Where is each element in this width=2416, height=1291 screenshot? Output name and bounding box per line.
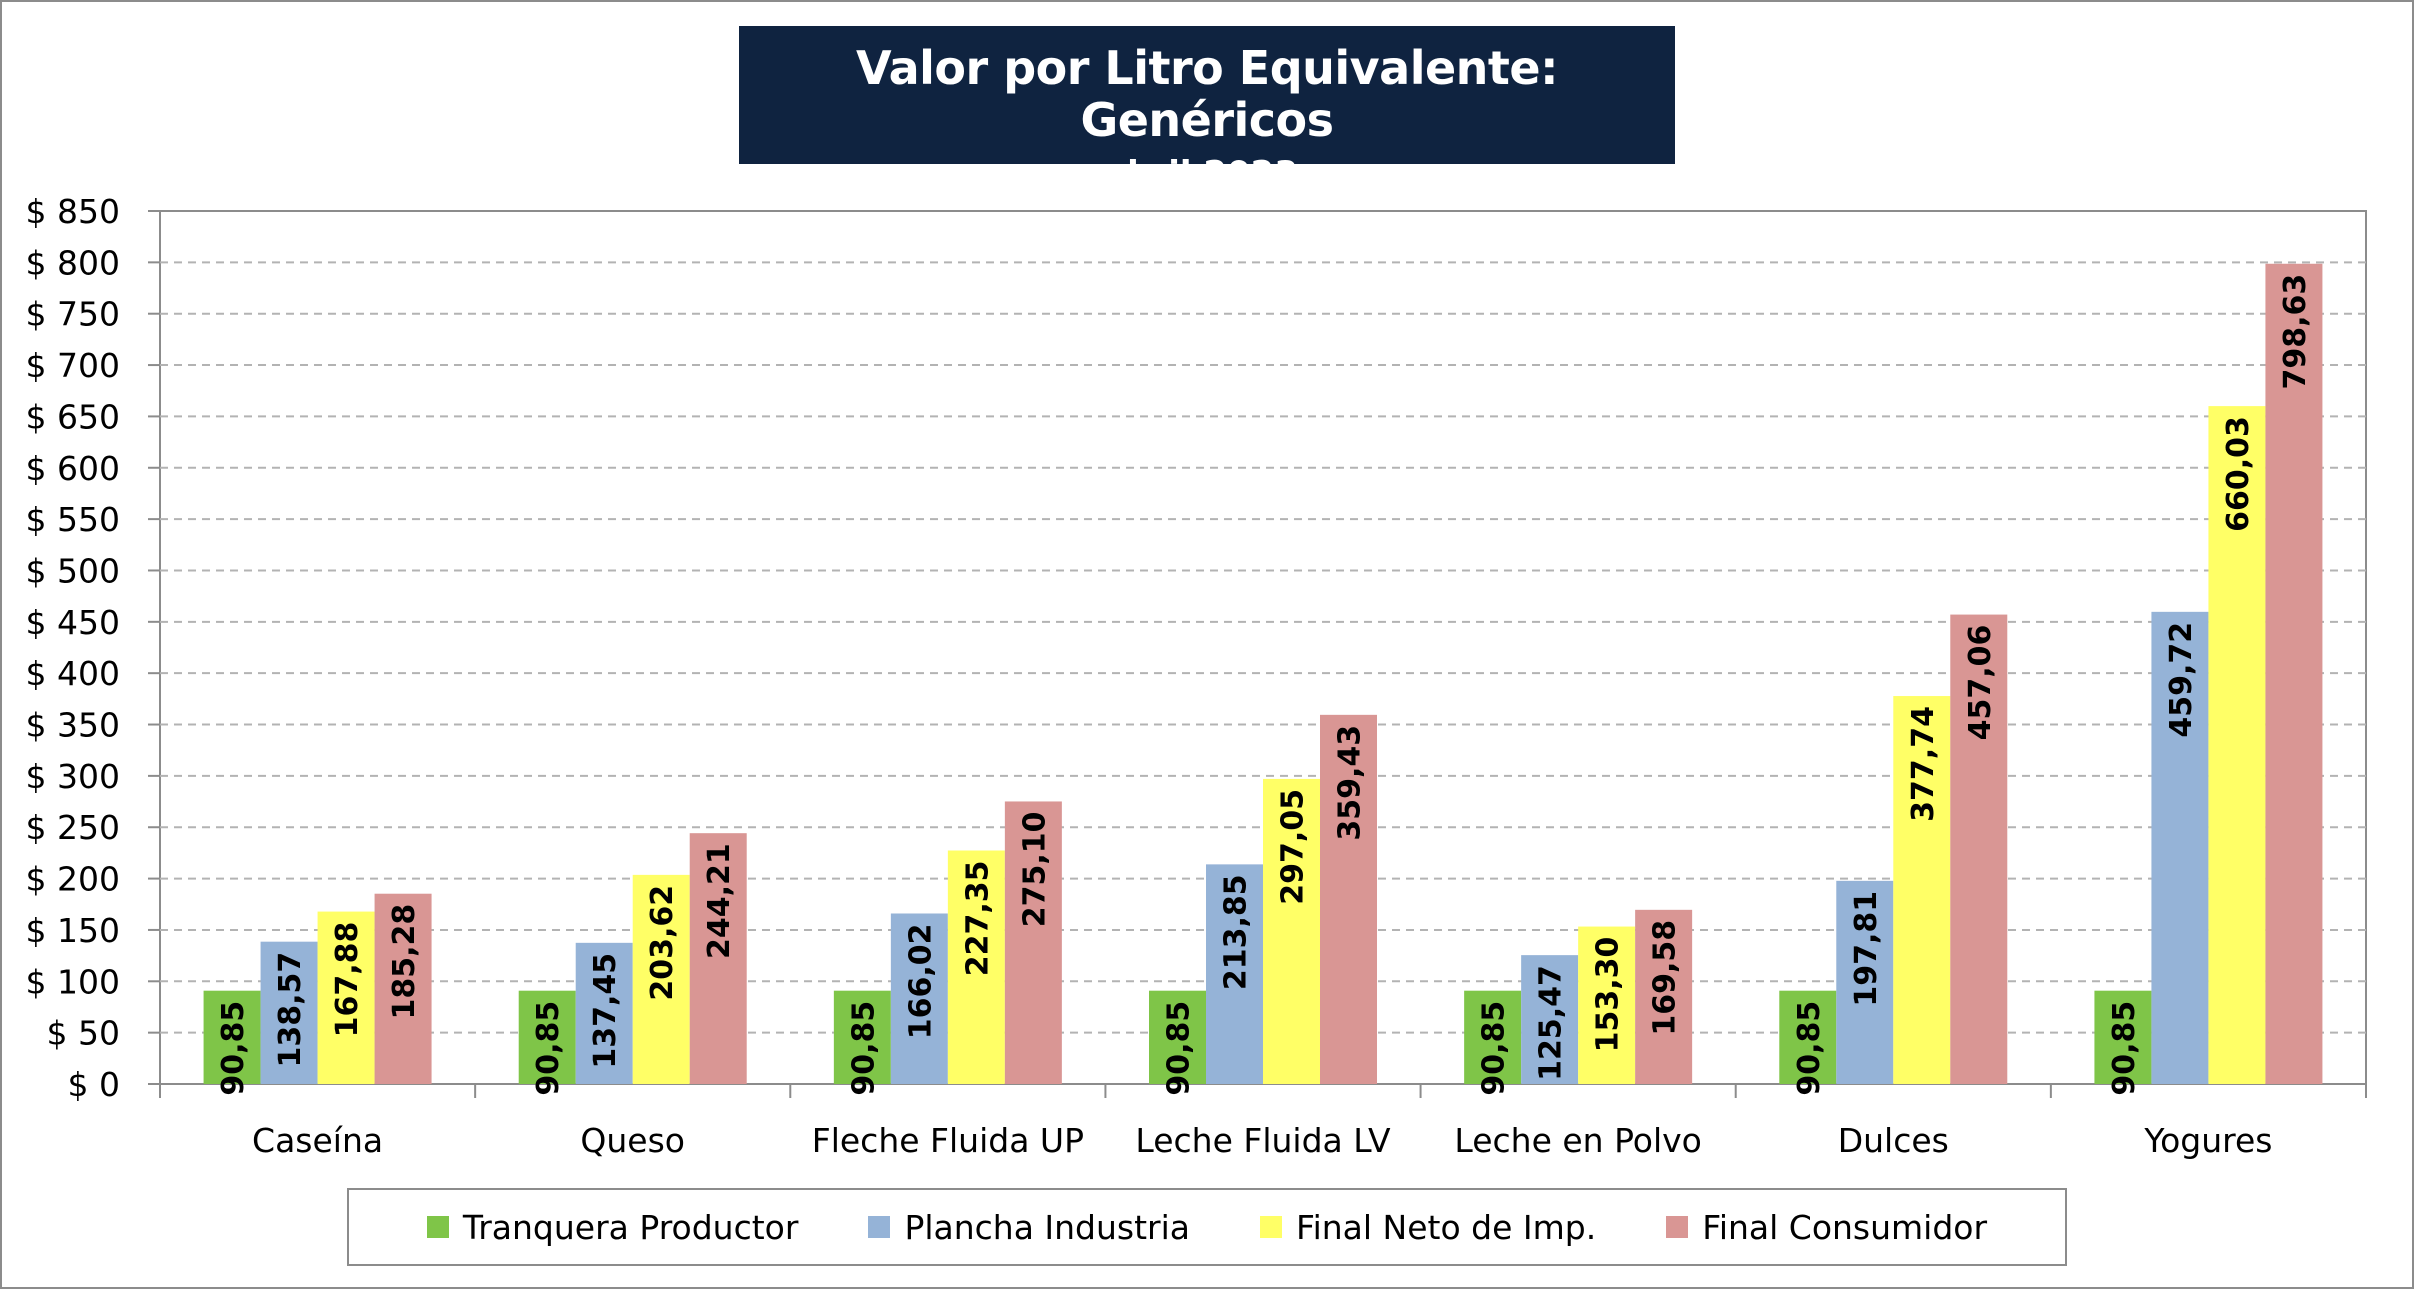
data-label: 90,85	[531, 1001, 566, 1096]
data-label: 125,47	[1534, 965, 1569, 1081]
bar	[1521, 955, 1579, 1084]
y-tick-label: $ 200	[26, 860, 120, 899]
bar	[374, 893, 432, 1084]
data-label: 798,63	[2278, 274, 2313, 390]
bar	[947, 850, 1005, 1084]
data-label: 90,85	[2107, 1001, 2142, 1096]
legend-label: Tranquera Productor	[462, 1207, 799, 1247]
bar	[260, 941, 318, 1084]
y-tick-label: $ 450	[26, 603, 120, 642]
legend-item: Tranquera Productor	[426, 1207, 799, 1247]
bar	[1320, 714, 1377, 1084]
bar	[1149, 990, 1206, 1084]
legend-swatch	[426, 1216, 449, 1238]
data-label: 203,62	[645, 885, 680, 1001]
x-tick-label: Queso	[580, 1121, 685, 1160]
legend-item: Final Neto de Imp.	[1260, 1208, 1596, 1247]
y-tick-label: $ 150	[26, 911, 120, 950]
bar	[890, 913, 948, 1084]
data-label: 138,57	[273, 952, 308, 1068]
data-label: 153,30	[1591, 937, 1626, 1053]
data-label: 90,85	[846, 1001, 881, 1096]
y-tick-label: $ 850	[26, 192, 120, 231]
x-tick-label: Leche en Polvo	[1454, 1121, 1701, 1160]
data-label: 275,10	[1017, 811, 1052, 927]
y-tick-label: $ 700	[26, 346, 120, 385]
chart-title: Valor por Litro Equivalente: Genéricos	[856, 41, 1559, 147]
chart-subtitle: -abril 2023 -	[1090, 154, 1324, 194]
bar	[1206, 864, 1263, 1084]
data-label: 197,81	[1849, 891, 1884, 1007]
x-tick-label: Fleche Fluida UP	[812, 1121, 1084, 1160]
y-tick-label: $ 400	[26, 654, 120, 693]
bar	[2265, 263, 2323, 1084]
x-tick-label: Caseína	[252, 1121, 383, 1160]
data-label: 185,28	[387, 904, 422, 1020]
data-label: 213,85	[1219, 874, 1254, 990]
legend-label: Plancha Industria	[904, 1207, 1191, 1247]
data-label: 90,85	[1477, 1001, 1512, 1096]
legend-swatch	[1260, 1216, 1283, 1238]
bar	[518, 990, 576, 1084]
y-tick-label: $ 650	[26, 397, 120, 436]
bar	[1263, 778, 1320, 1084]
legend-swatch	[868, 1216, 891, 1238]
data-label: 459,72	[2164, 622, 2199, 738]
bar	[689, 833, 747, 1084]
bar	[317, 911, 375, 1084]
y-tick-label: $ 300	[26, 757, 120, 796]
legend-item: Final Consumidor	[1666, 1208, 1987, 1247]
y-tick-label: $ 250	[26, 808, 120, 847]
data-label: 227,35	[960, 860, 995, 976]
bar	[1893, 696, 1951, 1084]
bar	[833, 990, 891, 1084]
data-label: 137,45	[588, 953, 623, 1069]
y-tick-label: $ 50	[47, 1014, 120, 1053]
data-label: 297,05	[1276, 789, 1311, 905]
y-tick-label: $ 750	[26, 295, 120, 334]
y-tick-label: $ 550	[26, 500, 120, 539]
y-tick-label: $ 350	[26, 706, 120, 745]
data-label: 244,21	[702, 843, 737, 959]
legend-label: Final Neto de Imp.	[1296, 1207, 1597, 1247]
data-label: 457,06	[1963, 625, 1998, 741]
chart-legend: Tranquera Productor Plancha Industria Fina…	[347, 1188, 2067, 1266]
data-label: 166,02	[903, 923, 938, 1039]
x-tick-label: Yogures	[2143, 1121, 2272, 1160]
y-tick-label: $ 800	[26, 243, 120, 282]
x-tick-label: Leche Fluida LV	[1135, 1121, 1391, 1160]
bar	[632, 874, 690, 1084]
y-tick-label: $ 0	[68, 1065, 120, 1104]
bar	[2094, 990, 2152, 1084]
legend-swatch	[1666, 1216, 1689, 1238]
legend-item: Plancha Industria	[868, 1208, 1190, 1247]
bar	[2151, 611, 2209, 1084]
y-tick-label: $ 100	[26, 962, 120, 1001]
bar	[1950, 614, 2008, 1084]
data-label: 660,03	[2221, 416, 2256, 532]
chart-title-box: Valor por Litro Equivalente: Genéricos -…	[739, 26, 1675, 194]
data-label: 167,88	[330, 922, 365, 1038]
bar	[1836, 880, 1894, 1084]
data-label: 359,43	[1333, 725, 1368, 841]
bar	[2208, 406, 2266, 1084]
data-label: 169,58	[1648, 920, 1683, 1036]
bar	[1578, 926, 1636, 1084]
data-label: 90,85	[1162, 1001, 1197, 1096]
x-tick-label: Dulces	[1838, 1121, 1949, 1160]
bar	[1635, 909, 1693, 1084]
data-label: 90,85	[216, 1001, 251, 1096]
bar	[575, 942, 633, 1084]
data-label: 90,85	[1792, 1001, 1827, 1096]
legend-label: Final Consumidor	[1702, 1207, 1988, 1247]
data-label: 377,74	[1906, 706, 1941, 822]
y-tick-label: $ 500	[26, 551, 120, 590]
bar	[1004, 801, 1062, 1084]
bar	[1464, 990, 1522, 1084]
bar	[1779, 990, 1837, 1084]
y-tick-label: $ 600	[26, 449, 120, 488]
bar	[203, 990, 261, 1084]
